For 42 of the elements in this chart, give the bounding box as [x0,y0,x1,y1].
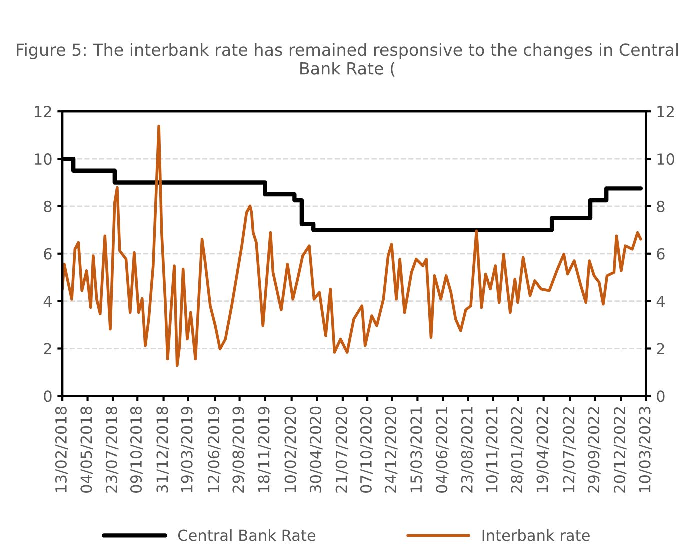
x-tick-label: 23/07/2018 [106,406,119,493]
x-tick-label: 12/06/2019 [208,406,221,492]
x-tick-label: 04/06/2021 [436,407,449,493]
y2-tick-label: 8 [657,200,665,212]
y-tick-label: 12 [35,106,52,118]
chart-title: Figure 5: The interbank rate has remained responsive to the changes in Central Bank Rate ( [17,43,678,77]
x-tick-label: 29/08/2019 [232,406,246,493]
y2-tick-label: 10 [658,153,674,166]
y2-tick-label: 6 [657,248,665,260]
x-tick-label: 23/08/2021 [461,407,474,493]
y2-tick-label: 12 [658,106,674,118]
y-tick-label: 4 [44,296,52,308]
x-tick-label: 24/12/2020 [385,406,398,493]
legend-label: Interbank rate [482,529,590,542]
x-tick-label: 19/03/2019 [181,406,194,492]
y2-tick-label: 0 [657,390,665,402]
y2-tick-label: 2 [657,343,664,355]
y-tick-label: 6 [44,248,52,260]
legend-label: Central Bank Rate [178,529,316,542]
x-tick-label: 10/11/2021 [486,407,500,492]
x-tick-label: 12/07/2022 [563,407,576,492]
y-tick-label: 8 [44,200,52,212]
x-tick-label: 21/07/2020 [336,406,349,493]
x-tick-label: 31/12/2018 [156,406,170,493]
x-tick-label: 28/01/2022 [511,407,524,493]
x-tick-label: 29/09/2022 [588,407,601,493]
x-tick-label: 20/12/2022 [614,407,627,493]
x-tick-label: 13/02/2018 [55,406,68,492]
x-tick-label: 10/03/2023 [639,407,652,492]
x-tick-label: 18/11/2019 [258,406,271,492]
y-tick-label: 10 [35,153,52,166]
x-tick-label: 07/10/2020 [360,406,374,493]
line-series [62,124,642,368]
y-tick-label: 0 [44,390,52,402]
x-tick-label: 10/02/2020 [284,406,298,492]
x-tick-label: 09/10/2018 [130,406,144,493]
x-tick-label: 15/03/2021 [410,407,424,492]
x-tick-label: 04/05/2018 [80,406,94,493]
x-tick-label: 30/04/2020 [310,406,323,493]
y2-tick-label: 4 [656,296,665,308]
x-tick-label: 19/04/2022 [536,407,550,492]
y-tick-label: 2 [44,343,52,355]
